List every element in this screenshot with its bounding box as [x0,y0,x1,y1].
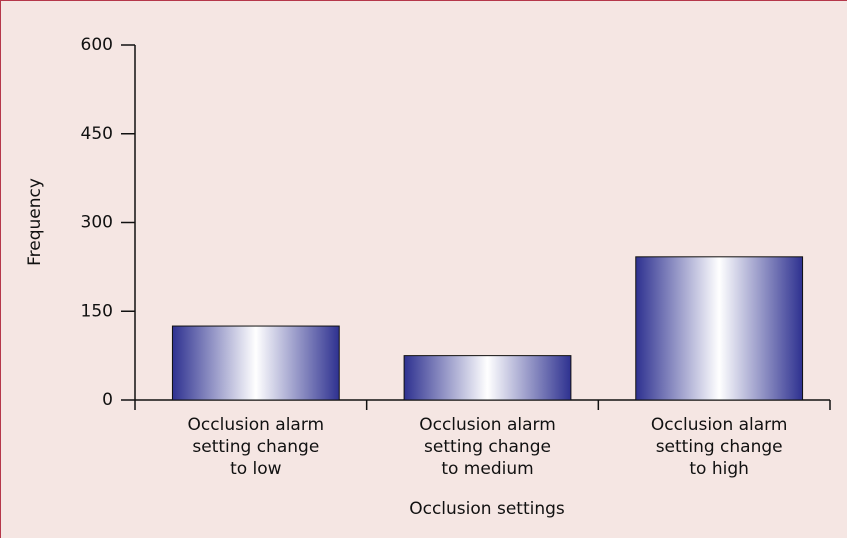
x-tick-label-line: setting change [656,437,783,457]
y-tick-label: 600 [81,35,113,55]
bar [403,355,572,401]
bar [171,325,340,401]
x-tick-label-line: Occlusion alarm [651,415,788,435]
x-tick-label-line: setting change [192,437,319,457]
x-tick-label-line: setting change [424,437,551,457]
x-tick-label-line: Occlusion alarm [419,415,556,435]
y-tick-label: 300 [81,213,113,233]
y-tick-label: 450 [81,124,113,144]
y-tick-label: 0 [102,390,113,410]
y-tick-label: 150 [81,301,113,321]
x-axis-label: Occlusion settings [409,499,565,519]
x-tick-label-line: to low [230,459,282,479]
y-axis-label: Frequency [25,178,45,266]
x-tick-label: Occlusion alarm setting change to low [188,415,325,479]
bar [635,256,804,401]
x-tick-label: Occlusion alarm setting change to medium [419,415,556,479]
x-tick-label-line: to high [689,459,749,479]
x-tick-label-line: to medium [441,459,533,479]
x-tick-label: Occlusion alarm setting change to high [651,415,788,479]
x-tick-label-line: Occlusion alarm [188,415,325,435]
